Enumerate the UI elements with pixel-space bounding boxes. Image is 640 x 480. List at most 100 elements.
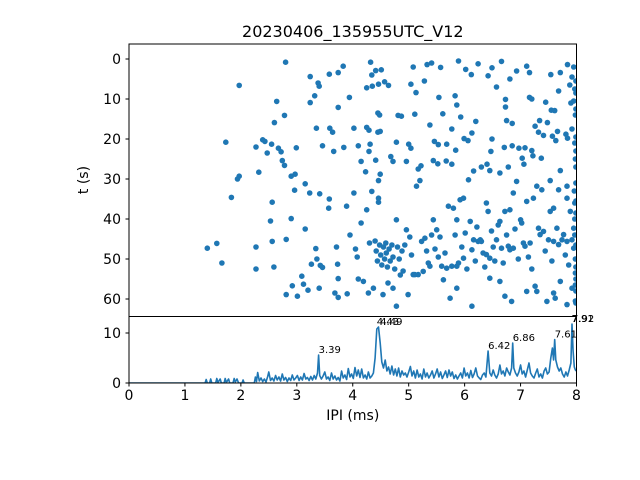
scatter-point: [372, 157, 379, 163]
scatter-point: [555, 88, 562, 94]
scatter-point: [572, 282, 577, 288]
scatter-point: [228, 194, 235, 201]
scatter-point: [529, 266, 535, 272]
scatter-point: [557, 167, 564, 174]
scatter-point: [454, 285, 460, 292]
scatter-point: [253, 266, 259, 272]
scatter-point: [369, 83, 376, 89]
peak-label: 7.91: [572, 314, 594, 325]
line-series: [129, 323, 577, 384]
scatter-point: [223, 139, 229, 145]
scatter-point: [219, 260, 225, 266]
scatter-point: [502, 293, 508, 300]
peak-label: 4.43: [377, 317, 399, 328]
scatter-point: [435, 161, 441, 167]
scatter-point: [484, 161, 490, 167]
scatter-point: [564, 135, 571, 141]
scatter-point: [408, 252, 415, 258]
scatter-point: [515, 256, 522, 262]
scatter-point: [553, 137, 559, 144]
scatter-point: [436, 94, 442, 101]
scatter-point: [399, 248, 405, 254]
scatter-point: [573, 134, 577, 140]
x-tick-label: 7: [516, 388, 525, 404]
scatter-point: [417, 177, 423, 184]
scatter-point: [490, 244, 497, 250]
scatter-point: [559, 237, 565, 243]
scatter-point: [503, 117, 510, 124]
scatter-point: [468, 71, 475, 78]
scatter-point: [545, 237, 552, 243]
scatter-point: [302, 226, 309, 232]
y-tick-label: 0: [112, 376, 121, 392]
scatter-point: [394, 244, 401, 250]
scatter-point: [569, 74, 575, 80]
scatter-point: [306, 190, 313, 196]
scatter-point: [455, 260, 462, 266]
scatter-point: [554, 225, 560, 231]
scatter-point: [253, 144, 259, 150]
scatter-point: [534, 288, 540, 295]
scatter-point: [564, 61, 571, 68]
scatter-point: [544, 298, 550, 305]
scatter-point: [335, 104, 342, 111]
scatter-point: [572, 270, 577, 276]
y-tick-label: 30: [103, 172, 121, 188]
peak-label: 6.42: [488, 341, 510, 352]
scatter-point: [497, 278, 503, 285]
scatter-point: [407, 234, 413, 240]
scatter-point: [573, 148, 577, 154]
scatter-point: [393, 217, 400, 223]
scatter-point: [340, 63, 347, 69]
scatter-point: [542, 248, 548, 254]
scatter-point: [560, 231, 567, 238]
scatter-point: [402, 242, 408, 248]
scatter-point: [498, 58, 505, 65]
scatter-point: [347, 232, 353, 238]
scatter-point: [502, 208, 508, 215]
scatter-point: [440, 277, 447, 283]
scatter-point: [360, 278, 367, 285]
scatter-point: [475, 61, 481, 67]
scatter-point: [390, 285, 396, 292]
scatter-point: [378, 67, 385, 73]
scatter-point: [214, 240, 220, 247]
scatter-point: [369, 72, 375, 78]
scatter-point: [366, 148, 372, 155]
scatter-point: [523, 198, 530, 205]
scatter-point: [307, 73, 314, 80]
scatter-point: [352, 246, 359, 252]
scatter-point: [372, 67, 379, 74]
scatter-point: [313, 245, 319, 252]
scatter-point: [293, 145, 300, 151]
scatter-point: [573, 242, 577, 248]
scatter-point: [454, 217, 460, 223]
scatter-point: [412, 111, 418, 117]
scatter-point: [449, 161, 455, 167]
x-tick-label: 8: [572, 388, 581, 404]
scatter-point: [452, 93, 458, 99]
scatter-point: [283, 236, 290, 243]
scatter-point: [535, 129, 542, 135]
scatter-point: [547, 177, 553, 184]
scatter-point: [430, 217, 437, 223]
scatter-point: [343, 203, 350, 209]
scatter-point: [464, 266, 470, 272]
scatter-point: [534, 183, 540, 189]
figure-title: 20230406_135955UTC_V12: [242, 22, 464, 42]
scatter-point: [418, 163, 424, 169]
scatter-point: [551, 107, 558, 114]
peak-label: 3.39: [319, 345, 341, 356]
x-tick-label: 5: [404, 388, 413, 404]
scatter-point: [427, 122, 433, 128]
scatter-point: [307, 99, 314, 106]
peak-labels: 3.39 4.434.49 6.426.86 7.61 7.917.92: [319, 314, 595, 356]
scatter-point: [460, 195, 467, 201]
scatter-point: [497, 218, 503, 225]
scatter-point: [443, 158, 450, 164]
scatter-point: [329, 129, 336, 135]
scatter-point: [573, 300, 577, 306]
scatter-point: [403, 227, 410, 233]
scatter-point: [327, 125, 333, 131]
scatter-point: [505, 164, 512, 170]
